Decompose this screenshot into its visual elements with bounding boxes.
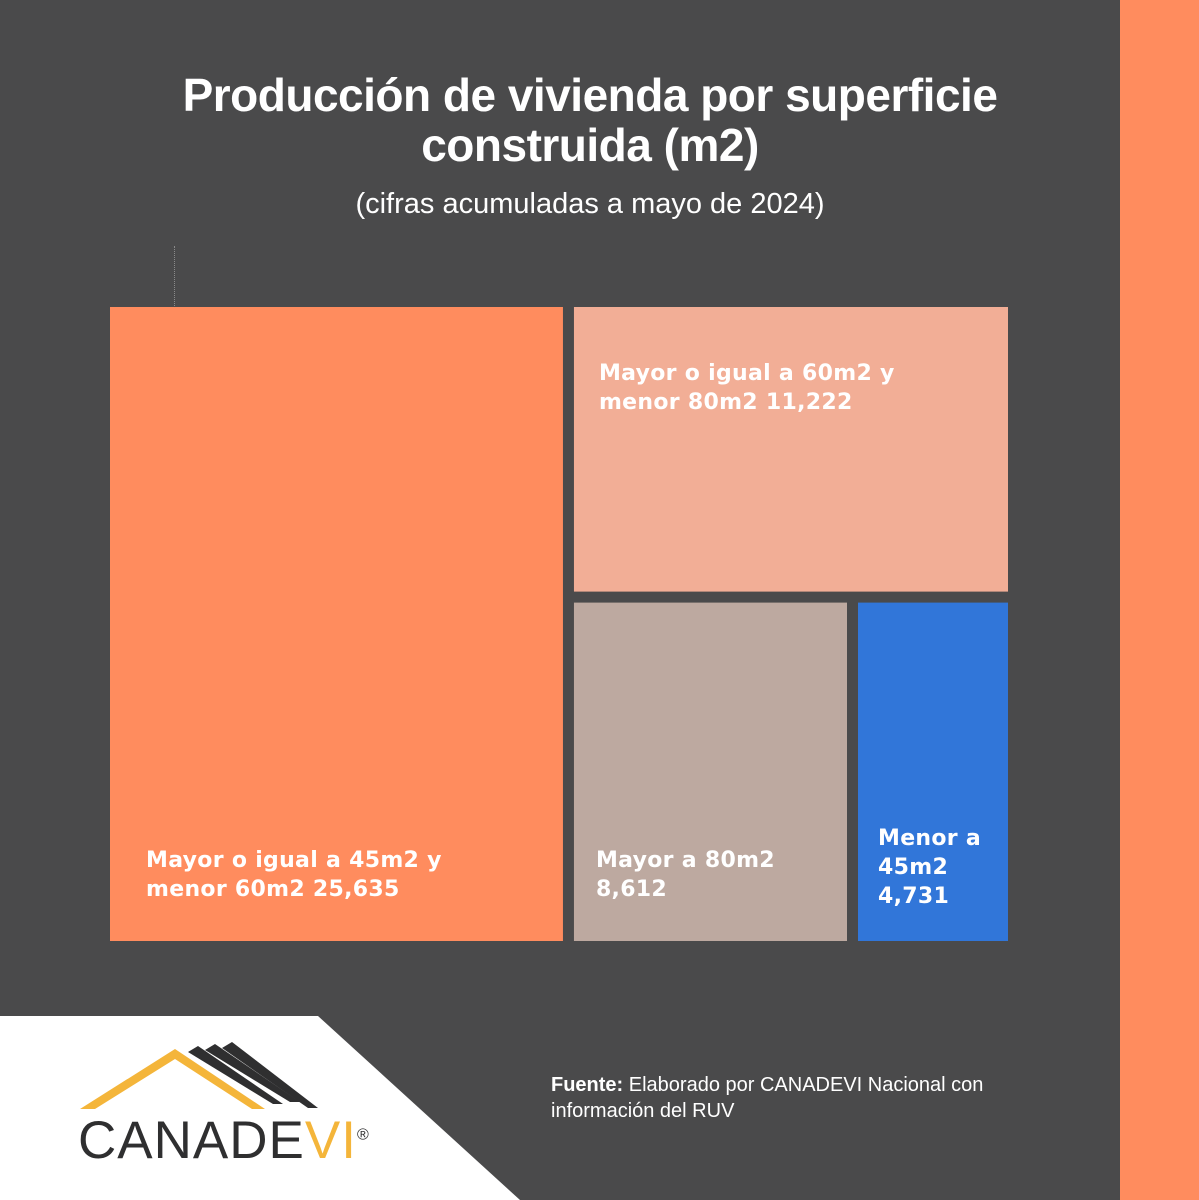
treemap-tile-1: [110, 307, 563, 941]
roof-icon: [80, 1042, 318, 1109]
roof-dark-stroke-1: [188, 1046, 283, 1104]
decorative-dotted-line: [174, 246, 175, 306]
source-text-line2: información del RUV: [551, 1100, 735, 1122]
treemap-tile-label-line: Mayor o igual a 60m2 y: [598, 361, 895, 387]
chart-title-line1: Producción de vivienda por superficie: [182, 69, 998, 121]
logo-accent-text: VI: [304, 1111, 357, 1170]
treemap-tile-2: [573, 307, 1008, 592]
source-lead: Fuente:: [551, 1074, 624, 1096]
treemap-tile-label-4: Menor a 45m2 4,731: [878, 824, 981, 911]
source-text: Elaborado por CANADEVI Nacional con: [623, 1074, 984, 1096]
treemap-tile-label-1: Mayor o igual a 45m2 y menor 60m2 25,635: [146, 846, 442, 904]
chart-subtitle: (cifras acumuladas a mayo de 2024): [355, 188, 825, 220]
roof-yellow-shape: [80, 1049, 265, 1109]
treemap-tile-label-line: Mayor a 80m2: [595, 848, 775, 873]
canadevi-logo: CANADEVI®: [78, 1110, 370, 1171]
logo-main-text: CANADE: [78, 1111, 305, 1170]
treemap-tile-label-line: menor 60m2 25,635: [146, 877, 400, 902]
roof-dark-stroke-2: [205, 1044, 300, 1102]
treemap-tile-label-line: 45m2: [878, 855, 949, 880]
treemap-tile-label-line: 4,731: [878, 884, 950, 909]
treemap-tile-label-line: menor 80m2 11,222: [598, 390, 853, 416]
chart-title-line2: construida (m2): [421, 119, 759, 171]
treemap-tile-label-line: Menor a: [878, 826, 982, 851]
chart-title: Producción de vivienda por superficie co…: [120, 70, 1060, 170]
treemap-tile-label-2: Mayor o igual a 60m2 y menor 80m2 11,222: [599, 359, 895, 417]
logo-registered-mark: ®: [356, 1126, 370, 1144]
treemap-tile-label-3: Mayor a 80m2 8,612: [596, 846, 775, 904]
roof-dark-stroke-3: [222, 1042, 318, 1108]
side-accent-stripe: [1120, 0, 1199, 1200]
treemap-tile-4: [858, 602, 1008, 941]
source-note: Fuente: Elaborado por CANADEVI Nacional …: [551, 1072, 1071, 1124]
treemap-tile-label-line: Mayor o igual a 45m2 y: [146, 848, 442, 873]
treemap-tile-label-line: 8,612: [595, 877, 668, 902]
treemap-tile-3: [573, 602, 848, 941]
